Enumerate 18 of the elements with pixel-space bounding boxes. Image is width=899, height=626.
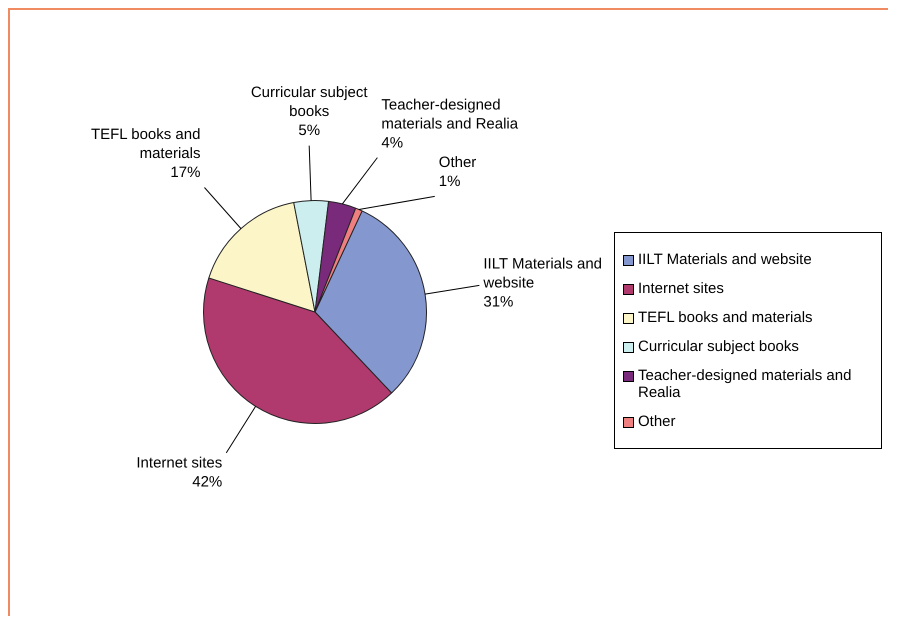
legend-label: Other [638, 413, 676, 430]
slice-label: Internet sites [136, 454, 222, 472]
legend-label: Teacher-designed materials and Realia [638, 367, 852, 401]
data-label: 1% [438, 172, 460, 190]
data-label: 4% [381, 134, 404, 152]
legend-label: TEFL books and materials [638, 309, 813, 326]
slice-label: IILT Materials and website [482, 256, 602, 292]
legend-label: Curricular subject books [638, 338, 799, 355]
data-label: 42% [192, 474, 222, 491]
slice-label: TEFL books and materials [90, 126, 200, 162]
slice-label: Curricular subject books [250, 84, 368, 120]
data-label: 5% [298, 122, 320, 140]
legend-label: IILT Materials and website [638, 251, 812, 268]
data-label: 17% [170, 164, 200, 182]
data-label: 31% [483, 294, 514, 311]
slice-label: Teacher-designed materials and Realia [381, 96, 519, 132]
slice-label: Other [438, 154, 476, 171]
legend-label: Internet sites [638, 280, 724, 297]
